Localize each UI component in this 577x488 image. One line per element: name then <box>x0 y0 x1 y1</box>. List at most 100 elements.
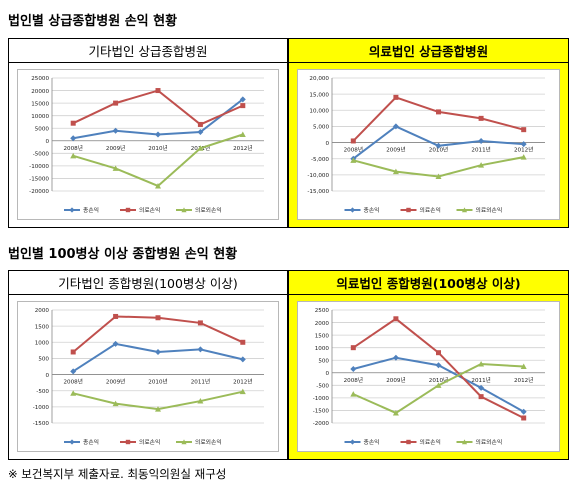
y-tick-label: 1500 <box>315 333 330 339</box>
data-point <box>478 394 484 400</box>
data-point <box>520 154 527 160</box>
legend-label: 총손익 <box>364 438 380 446</box>
data-point <box>239 388 246 395</box>
y-tick-label: -1000 <box>33 405 50 411</box>
data-point <box>70 135 77 142</box>
data-point <box>197 346 204 353</box>
chart-area: -20000 -15000 -10000 -5000 0 5000 10000 15000 20… <box>17 69 279 220</box>
data-point <box>520 408 527 415</box>
x-tick-label: 2009년 <box>106 144 125 152</box>
y-tick-label: 0 <box>45 373 49 379</box>
y-tick-label: -10000 <box>29 164 49 170</box>
data-point <box>521 127 527 133</box>
data-point <box>155 88 161 94</box>
legend-marker <box>181 207 187 213</box>
data-point <box>436 350 441 356</box>
data-point <box>521 415 527 421</box>
legend-marker <box>181 439 187 445</box>
data-point <box>392 123 399 130</box>
legend-marker <box>125 207 131 213</box>
legend-label: 총손익 <box>364 206 380 214</box>
data-point <box>155 406 161 412</box>
data-point <box>478 115 484 121</box>
x-tick-label: 2008년 <box>64 378 83 386</box>
y-tick-label: -500 <box>36 389 49 395</box>
x-tick-label: 2012년 <box>233 378 252 386</box>
data-point <box>350 345 356 351</box>
x-tick-label: 2010년 <box>429 146 448 154</box>
y-tick-label: 2500 <box>315 308 330 314</box>
x-tick-label: 2010년 <box>148 144 167 152</box>
y-tick-label: 1000 <box>315 346 330 352</box>
data-point <box>239 131 246 137</box>
data-point <box>155 182 161 189</box>
y-tick-label: -10,000 <box>307 173 329 179</box>
data-point <box>155 348 161 355</box>
line-chart: -2000 -1500 -1000 -500 0 500 1000 1500 2000 2500 2… <box>313 308 545 446</box>
y-tick-label: 1500 <box>35 324 50 330</box>
data-point <box>350 366 357 373</box>
y-tick-label: -5,000 <box>311 157 329 163</box>
y-tick-label: 500 <box>38 357 49 363</box>
data-point <box>197 398 204 404</box>
y-tick-label: 500 <box>318 358 329 364</box>
y-tick-label: 20000 <box>31 89 49 95</box>
line-chart: -15,000 -10,000 -5,000 0 5,000 10,000 15,000 20… <box>307 76 545 214</box>
chart-area: -1500 -1000 -500 0 500 1000 1500 2000 2008년 2009년… <box>17 301 279 452</box>
data-point <box>70 152 77 159</box>
x-tick-label: 2009년 <box>106 378 125 386</box>
legend-marker <box>349 207 356 213</box>
data-point <box>392 168 399 175</box>
x-tick-label: 2011년 <box>471 376 490 384</box>
panel-medical-tertiary: 의료법인 상급종합병원 -15,000 -10,000 -5,000 0 5,000 10… <box>288 38 569 228</box>
y-tick-label: 0 <box>45 139 49 145</box>
y-tick-label: -15000 <box>29 177 49 183</box>
data-point <box>436 109 441 115</box>
x-tick-label: 2008년 <box>344 376 363 384</box>
y-tick-label: 15,000 <box>309 92 329 98</box>
panel-medical-general: 의료법인 종합병원(100병상 이상) -2000 -1500 -1000 -500 0… <box>288 270 569 460</box>
series-line <box>72 342 244 373</box>
data-point <box>197 320 203 326</box>
x-tick-label: 2009년 <box>386 146 405 154</box>
y-tick-label: -20000 <box>29 189 49 195</box>
legend-label: 의료외손익 <box>476 438 503 446</box>
legend-label: 의료손익 <box>139 438 160 446</box>
x-tick-label: 2011년 <box>471 146 490 154</box>
legend-label: 의료외손익 <box>195 438 222 446</box>
legend-marker <box>349 439 356 445</box>
series-line <box>352 317 525 419</box>
data-point <box>520 141 527 148</box>
y-tick-label: 25000 <box>31 76 49 82</box>
data-point <box>478 137 485 144</box>
y-tick-label: 2000 <box>315 321 330 327</box>
y-tick-label: -1000 <box>313 396 330 402</box>
y-tick-label: 1000 <box>35 340 50 346</box>
data-point <box>393 316 399 322</box>
data-point <box>350 157 357 163</box>
data-point <box>197 121 203 127</box>
data-point <box>112 165 119 171</box>
data-point <box>155 315 161 321</box>
data-point <box>70 368 77 375</box>
line-chart: -20000 -15000 -10000 -5000 0 5000 10000 15000 20… <box>29 76 264 214</box>
data-point <box>113 313 119 319</box>
y-tick-label: 10,000 <box>309 108 329 114</box>
y-tick-label: -5000 <box>33 152 50 158</box>
panel-other-general: 기타법인 종합병원(100병상 이상) -1500 -1000 -500 0 500 10… <box>8 270 288 460</box>
x-tick-label: 2012년 <box>514 146 533 154</box>
y-tick-label: 2000 <box>35 308 50 314</box>
data-point <box>70 120 76 126</box>
data-point <box>435 362 442 369</box>
y-tick-label: 0 <box>325 141 329 147</box>
data-point <box>393 94 399 100</box>
series-line <box>352 96 524 142</box>
chart-area: -15,000 -10,000 -5,000 0 5,000 10,000 15,000 20… <box>297 69 560 220</box>
y-tick-label: 15000 <box>31 101 49 107</box>
data-point <box>112 400 119 407</box>
data-point <box>478 162 485 168</box>
chart-area: -2000 -1500 -1000 -500 0 500 1000 1500 2000 2500 2… <box>297 301 560 452</box>
legend-label: 총손익 <box>83 438 99 446</box>
legend-marker <box>461 439 468 445</box>
x-tick-label: 2010년 <box>429 376 448 384</box>
